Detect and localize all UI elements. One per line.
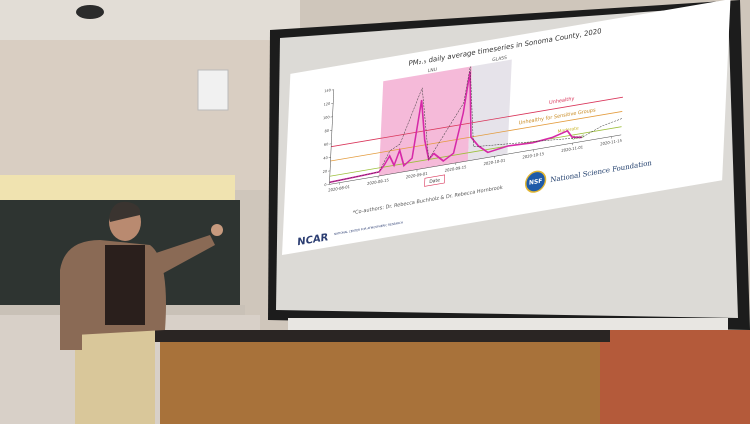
presenter xyxy=(60,201,223,424)
hair xyxy=(109,201,141,222)
y-tick-label: 20 xyxy=(323,169,328,174)
y-tick-label: 120 xyxy=(324,102,331,107)
y-tick-label: 0 xyxy=(324,183,326,187)
hand xyxy=(211,224,223,236)
x-axis-label: Date xyxy=(429,177,440,185)
x-tick-label: 2020-09-01 xyxy=(406,171,429,180)
shirt xyxy=(105,245,145,325)
y-tick-label: 100 xyxy=(323,115,330,120)
x-tick-label: 2020-11-01 xyxy=(561,144,584,153)
ncar-logo: NCAR xyxy=(297,232,329,248)
glass-region xyxy=(467,59,512,161)
pants xyxy=(75,320,155,424)
y-tick-label: 60 xyxy=(324,142,329,147)
pm25-series xyxy=(329,71,583,184)
ceiling xyxy=(0,0,300,40)
y-tick-label: 40 xyxy=(323,156,328,161)
aqi-label: Moderate xyxy=(557,125,579,135)
arm xyxy=(150,235,215,275)
speaker xyxy=(197,69,229,111)
y-axis xyxy=(329,89,335,185)
desk-top xyxy=(155,330,610,342)
aqi-line xyxy=(329,126,622,177)
fire-label: LNU xyxy=(428,67,437,75)
red-wall xyxy=(600,330,750,424)
desk xyxy=(160,342,600,424)
aqi-line xyxy=(331,96,623,148)
fire-label: GLASS xyxy=(492,55,507,64)
x-tick-label: 2020-08-01 xyxy=(328,184,351,193)
nsf-badge xyxy=(524,170,547,193)
upper-wall xyxy=(0,40,270,190)
y-tick-label: 80 xyxy=(324,129,329,134)
slide: PM₂.₅ daily average timeseries in Sonoma… xyxy=(282,0,731,256)
x-tick-label: 2020-10-01 xyxy=(483,157,506,166)
x-tick-label: 2020-08-15 xyxy=(367,177,390,186)
light-strip xyxy=(0,175,235,200)
screen-bottom xyxy=(288,318,728,330)
ceiling-light xyxy=(76,5,104,19)
pm25-dashed xyxy=(329,66,622,183)
x-tick-label: 2020-10-15 xyxy=(522,151,545,160)
date-box xyxy=(424,174,445,187)
x-tick-label: 2020-11-15 xyxy=(600,138,623,147)
aqi-line xyxy=(330,111,623,162)
y-tick-label: 140 xyxy=(324,88,331,93)
lnu-region xyxy=(378,66,473,176)
x-tick-label: 2020-09-15 xyxy=(445,164,468,173)
left-arm xyxy=(60,270,82,350)
nsf-badge-text: NSF xyxy=(529,178,543,187)
aqi-label: Unhealthy xyxy=(549,96,575,106)
